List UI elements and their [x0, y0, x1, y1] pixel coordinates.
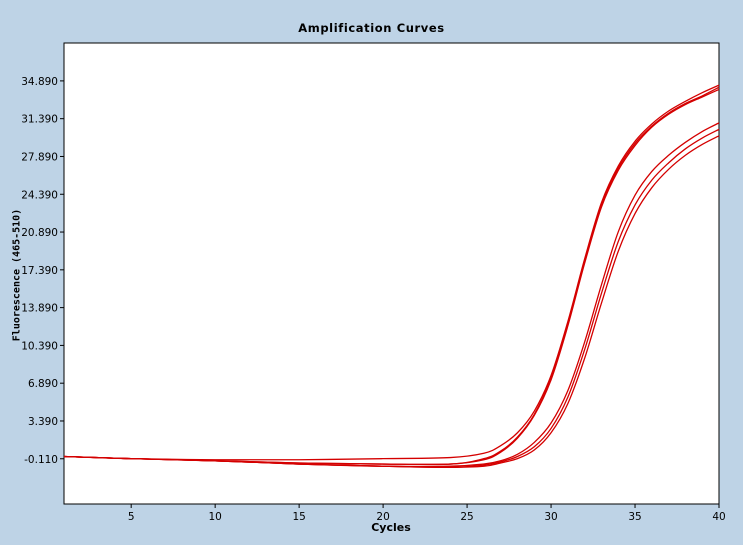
y-tick-label: 17.390: [21, 265, 58, 277]
y-tick-label: 6.890: [28, 378, 58, 390]
x-tick-label: 35: [628, 511, 641, 523]
x-tick-label: 5: [128, 511, 135, 523]
x-tick-label: 10: [208, 511, 221, 523]
amplification-curve-1: [63, 84, 720, 461]
amplification-curve-6: [63, 135, 720, 468]
y-tick-label: 24.390: [21, 189, 58, 201]
amplification-curve-3: [63, 86, 720, 466]
y-tick-label: 3.390: [28, 416, 58, 428]
x-tick-label: 40: [712, 511, 725, 523]
series-lines: [63, 84, 720, 468]
x-tick-label: 20: [376, 511, 389, 523]
plot-area: [63, 42, 720, 505]
x-axis-label: Cycles: [371, 521, 411, 534]
x-tick-label: 15: [292, 511, 305, 523]
y-tick-label: 20.890: [21, 227, 58, 239]
y-tick-label: 27.890: [21, 151, 58, 163]
y-tick-label: -0.110: [24, 454, 58, 466]
y-tick-label: 31.390: [21, 114, 58, 126]
axis-ticks: -0.110 3.390 6.890 10.390 13.890 17.390 20.890…: [21, 76, 725, 523]
x-tick-label: 25: [460, 511, 473, 523]
y-tick-label: 10.390: [21, 340, 58, 352]
chart-title: Amplification Curves: [298, 21, 445, 35]
y-tick-label: 34.890: [21, 76, 58, 88]
x-tick-label: 30: [544, 511, 557, 523]
y-tick-label: 13.890: [21, 303, 58, 315]
